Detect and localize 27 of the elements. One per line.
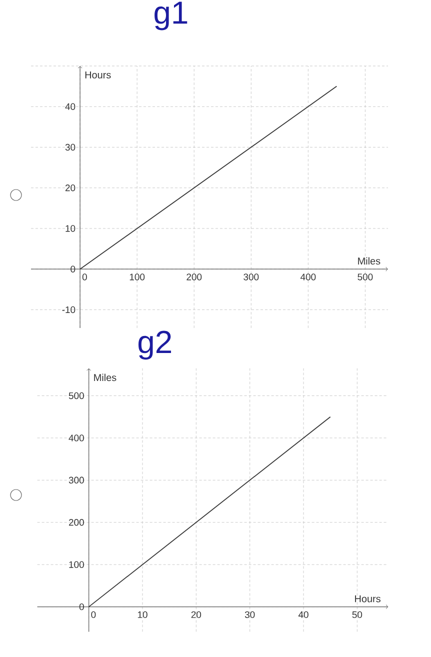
chart-title: g2 [138, 330, 172, 360]
y-tick-label: -10 [62, 306, 76, 314]
x-axis-title: Hours [355, 595, 380, 602]
y-axis-title: Miles [94, 374, 116, 382]
x-tick-label: 100 [130, 274, 145, 280]
x-tick-label: 500 [358, 274, 373, 280]
y-tick-label: 300 [68, 476, 84, 484]
x-tick-label: 50 [352, 611, 362, 618]
x-tick-label: 10 [138, 611, 148, 618]
y-tick-label: 10 [66, 225, 76, 232]
x-tick-label: 200 [186, 274, 202, 280]
y-tick-label: 20 [65, 184, 76, 192]
x-axis-title: Miles [358, 257, 380, 265]
x-tick-label: 20 [191, 611, 202, 618]
y-tick-label: 40 [65, 103, 76, 110]
x-tick-label: 40 [298, 611, 308, 618]
x-tick-label: 300 [244, 274, 259, 280]
y-tick-label: 100 [69, 561, 84, 568]
y-tick-label: 30 [65, 144, 76, 151]
y-tick-label: 200 [68, 519, 84, 526]
x-tick-label: 400 [300, 274, 316, 280]
y-tick-label: 400 [68, 434, 84, 442]
x-tick-label: 0 [91, 611, 96, 618]
y-axis-title: Hours [85, 71, 111, 78]
y-tick-label: 500 [68, 392, 84, 400]
x-tick-label: 30 [244, 611, 255, 618]
chart-title: g1 [154, 2, 188, 30]
